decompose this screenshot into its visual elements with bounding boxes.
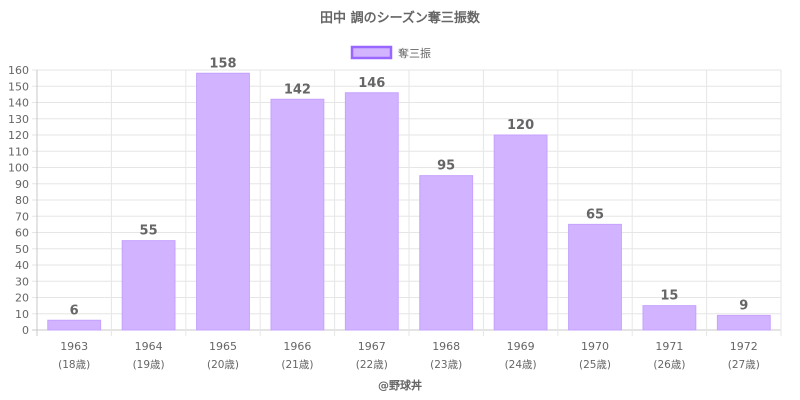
y-tick-label: 30 <box>15 275 29 288</box>
bar[interactable] <box>344 92 399 331</box>
x-tick-label: 1965 <box>209 340 237 353</box>
y-tick-label: 130 <box>8 113 29 126</box>
x-tick-label: 1971 <box>655 340 683 353</box>
bar-value-label: 158 <box>209 56 236 71</box>
bar-value-label: 6 <box>70 303 79 318</box>
x-tick-sublabel: (27歳) <box>728 359 760 371</box>
chart-title: 田中 調のシーズン奪三振数 <box>320 10 481 26</box>
bar[interactable] <box>493 134 548 331</box>
x-tick-sublabel: (19歳) <box>133 359 165 371</box>
bar[interactable] <box>270 98 325 331</box>
bar[interactable] <box>121 240 176 331</box>
bar[interactable] <box>196 72 250 331</box>
y-tick-label: 70 <box>15 210 29 223</box>
bar-value-label: 146 <box>358 76 385 91</box>
bar-value-label: 142 <box>284 82 311 97</box>
x-tick-label: 1963 <box>60 340 88 353</box>
legend-swatch <box>350 45 393 60</box>
y-tick-label: 10 <box>15 308 29 321</box>
y-tick-label: 60 <box>15 227 29 240</box>
bars <box>47 72 771 331</box>
y-tick-label: 90 <box>15 178 29 191</box>
y-tick-label: 80 <box>15 194 29 207</box>
y-tick-label: 160 <box>8 64 29 77</box>
x-tick-label: 1972 <box>730 340 758 353</box>
bar-value-label: 9 <box>739 298 748 313</box>
y-tick-label: 100 <box>8 162 29 175</box>
x-tick-label: 1967 <box>358 340 386 353</box>
x-tick-label: 1968 <box>432 340 460 353</box>
x-tick-sublabel: (20歳) <box>207 359 239 371</box>
x-tick-sublabel: (22歳) <box>356 359 388 371</box>
x-tick-sublabel: (23歳) <box>430 359 462 371</box>
bar[interactable] <box>47 319 102 331</box>
y-tick-label: 150 <box>8 80 29 93</box>
legend[interactable]: 奪三振 <box>350 45 431 60</box>
y-tick-label: 110 <box>8 145 29 158</box>
bar[interactable] <box>642 305 697 331</box>
bar[interactable] <box>716 314 771 331</box>
x-axis: 1963 (18歳) 1964 (19歳) 1965 (20歳) 1966 (21歳) 1967… <box>58 340 760 371</box>
bar-value-label: 55 <box>140 224 158 239</box>
y-tick-label: 20 <box>15 292 29 305</box>
x-tick-sublabel: (25歳) <box>579 359 611 371</box>
y-tick-label: 0 <box>22 324 29 337</box>
x-tick-sublabel: (21歳) <box>281 359 313 371</box>
y-tick-label: 140 <box>8 97 29 110</box>
x-tick-sublabel: (18歳) <box>58 359 90 371</box>
x-tick-label: 1969 <box>507 340 535 353</box>
bar[interactable] <box>568 223 622 331</box>
y-tick-label: 50 <box>15 243 29 256</box>
x-tick-sublabel: (24歳) <box>505 359 537 371</box>
y-tick-label: 120 <box>8 129 29 142</box>
bar-value-label: 120 <box>507 118 534 133</box>
legend-label: 奪三振 <box>398 46 431 60</box>
data-labels: 6 55 158 142 146 95 120 65 15 9 <box>70 56 749 318</box>
bar-value-label: 95 <box>437 159 455 174</box>
bar-value-label: 15 <box>660 289 678 304</box>
x-tick-sublabel: (26歳) <box>653 359 685 371</box>
credit-text: @野球丼 <box>378 378 422 392</box>
bar[interactable] <box>419 175 474 331</box>
bar-value-label: 65 <box>586 207 604 222</box>
x-tick-label: 1970 <box>581 340 609 353</box>
x-tick-label: 1966 <box>283 340 311 353</box>
x-tick-label: 1964 <box>135 340 163 353</box>
y-axis: 0 10 20 30 40 50 60 70 80 90 100 110 120 130 140 150 160 <box>8 64 29 337</box>
y-tick-label: 40 <box>15 259 29 272</box>
